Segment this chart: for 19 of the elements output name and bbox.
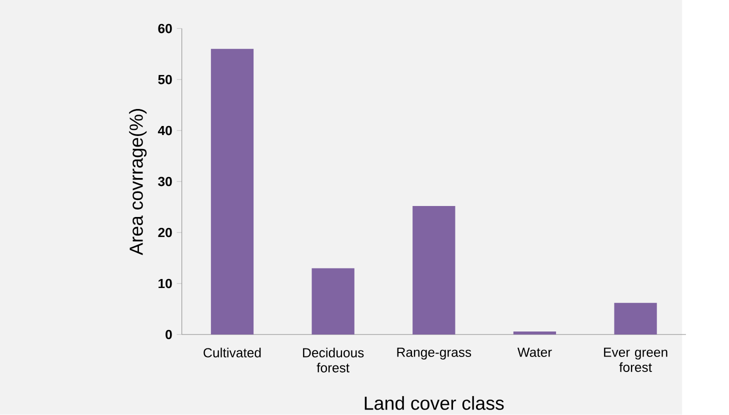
y-axis-title: Area covrrage(%) [129,109,147,256]
y-tick-label: 20 [158,228,172,238]
x-tick-label: Water [517,348,552,358]
bar [412,206,456,335]
y-tick-label: 30 [158,176,172,186]
bar [614,302,657,335]
x-axis-title: Land cover class [364,396,504,410]
bar [210,49,254,335]
x-tick-label: Cultivated [204,348,261,358]
y-tick-label: 10 [158,278,172,288]
y-tick-label: 0 [166,330,172,340]
y-tick-label: 40 [158,126,172,136]
x-tick-label: Ever green forest [604,348,668,372]
y-tick-label: 50 [158,74,172,84]
bar [513,332,556,335]
bar [312,268,354,335]
y-tick-label: 60 [158,24,172,34]
x-tick-label: Range-grass [397,348,472,360]
x-tick-label: Deciduous forest [303,348,364,373]
